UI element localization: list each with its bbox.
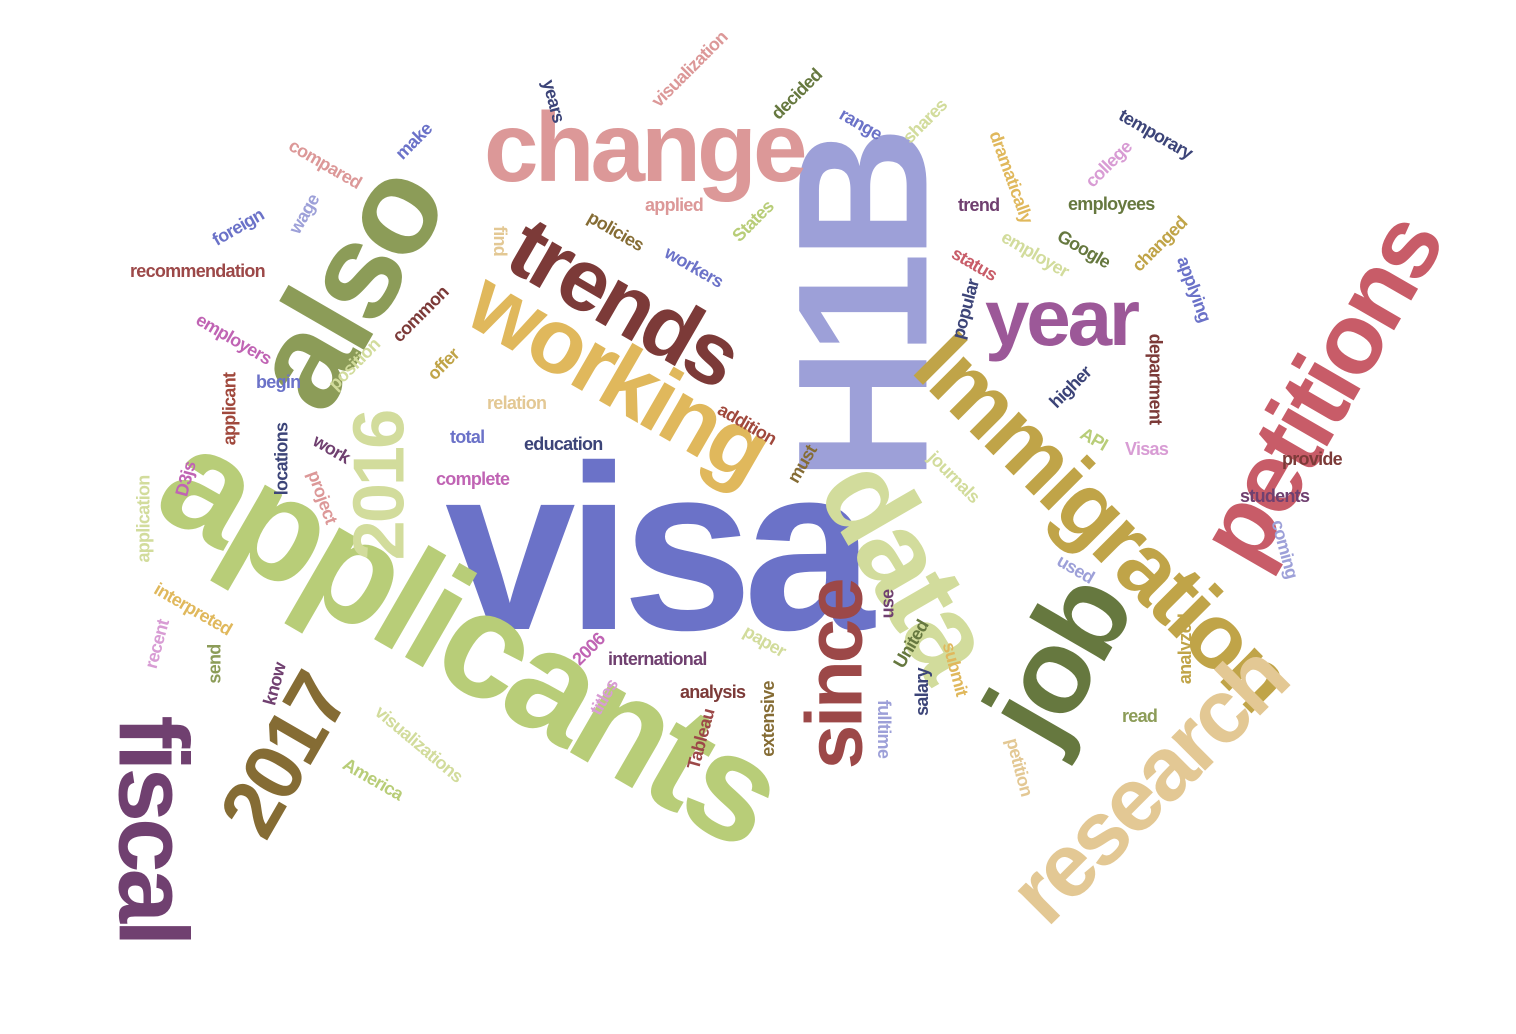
word-make: make bbox=[391, 118, 436, 164]
word-complete: complete bbox=[436, 469, 510, 489]
word-2017: 2017 bbox=[202, 659, 366, 852]
word-department: department bbox=[1145, 333, 1166, 425]
word-applying: applying bbox=[1173, 253, 1216, 325]
word-fulltime: fulltime bbox=[874, 699, 895, 759]
word-visas: Visas bbox=[1125, 439, 1169, 459]
word-trend: trend bbox=[958, 195, 1000, 215]
word-application: application bbox=[133, 475, 154, 563]
word-begin: begin bbox=[256, 372, 301, 392]
word-year: year bbox=[985, 273, 1140, 362]
word-since: since bbox=[789, 580, 879, 770]
word-fiscal: fiscal bbox=[98, 715, 209, 943]
word-extensive: extensive bbox=[757, 681, 778, 757]
word-employees: employees bbox=[1068, 194, 1155, 214]
word-higher: higher bbox=[1045, 362, 1096, 412]
word-offer: offer bbox=[423, 344, 464, 384]
word-use: use bbox=[877, 589, 898, 619]
word-recent: recent bbox=[140, 617, 173, 671]
word-applicant: applicant bbox=[219, 372, 240, 446]
word-relation: relation bbox=[487, 393, 547, 413]
word-visa: visa bbox=[445, 416, 874, 679]
word-applied: applied bbox=[645, 195, 704, 215]
word-petition: petition bbox=[1002, 735, 1037, 799]
word-send: send bbox=[204, 644, 225, 684]
word-college: college bbox=[1081, 136, 1136, 192]
word-analyzed: analyzed bbox=[1175, 613, 1196, 685]
word-foreign: foreign bbox=[208, 204, 268, 250]
word-locations: locations bbox=[271, 422, 292, 496]
word-america: America bbox=[339, 753, 407, 805]
word-petitions: petitions bbox=[1176, 197, 1464, 583]
word-international: international bbox=[608, 649, 707, 669]
word-total: total bbox=[450, 427, 485, 447]
word-provide: provide bbox=[1282, 449, 1343, 469]
word-find: find bbox=[490, 225, 511, 257]
word-2016: 2016 bbox=[339, 411, 420, 561]
word-students: students bbox=[1240, 486, 1310, 506]
word-salary: salary bbox=[911, 668, 932, 716]
word-read: read bbox=[1122, 706, 1158, 726]
word-change: change bbox=[484, 92, 807, 202]
word-analysis: analysis bbox=[680, 682, 746, 702]
word-recommendation: recommendation bbox=[130, 261, 266, 281]
word-education: education bbox=[524, 434, 603, 454]
